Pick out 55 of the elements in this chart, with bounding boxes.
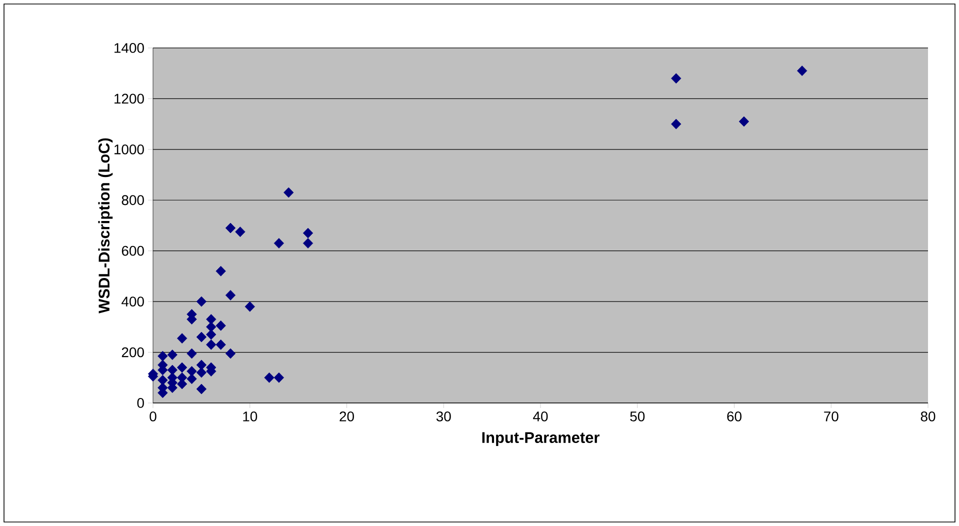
point bbox=[216, 320, 226, 331]
point bbox=[186, 366, 197, 376]
point bbox=[225, 290, 236, 300]
point bbox=[206, 322, 216, 332]
point bbox=[302, 238, 314, 248]
point bbox=[738, 116, 750, 127]
point bbox=[235, 226, 246, 238]
y-tick-label: 600 bbox=[122, 246, 144, 256]
y-tick-label: 0 bbox=[137, 398, 144, 408]
point bbox=[196, 296, 207, 307]
point bbox=[196, 367, 207, 378]
point bbox=[284, 187, 294, 198]
point bbox=[206, 329, 216, 340]
x-tick-label: 0 bbox=[150, 411, 156, 422]
y-axis-title: WSDL-Discription (LoC) bbox=[98, 138, 113, 314]
y-tick-label: 400 bbox=[122, 296, 144, 306]
point bbox=[167, 364, 178, 376]
point bbox=[225, 222, 236, 234]
y-tick-label: 200 bbox=[122, 347, 144, 358]
point bbox=[176, 333, 188, 344]
point bbox=[196, 332, 207, 342]
x-tick-label: 70 bbox=[824, 411, 838, 422]
point bbox=[196, 384, 207, 394]
x-tick-label: 10 bbox=[243, 411, 258, 422]
point bbox=[264, 372, 274, 383]
point bbox=[274, 238, 284, 248]
point bbox=[158, 350, 168, 362]
point bbox=[176, 362, 188, 373]
point bbox=[274, 372, 284, 383]
point bbox=[216, 266, 226, 276]
y-tick-label: 1000 bbox=[114, 144, 144, 154]
point bbox=[302, 228, 314, 238]
point bbox=[196, 360, 207, 370]
point bbox=[216, 339, 226, 350]
x-tick-label: 50 bbox=[630, 411, 645, 422]
point bbox=[244, 301, 255, 312]
y-tick-label: 800 bbox=[122, 195, 144, 206]
x-axis-title: Input-Parameter bbox=[482, 432, 600, 446]
point bbox=[225, 348, 236, 359]
x-tick-label: 60 bbox=[727, 411, 742, 422]
point bbox=[186, 374, 197, 384]
point bbox=[671, 118, 682, 130]
x-tick-label: 20 bbox=[340, 411, 354, 422]
point bbox=[167, 350, 178, 360]
y-tick-label: 1200 bbox=[114, 94, 144, 104]
point bbox=[671, 73, 682, 84]
point bbox=[186, 348, 197, 359]
point bbox=[206, 314, 216, 325]
x-tick-label: 30 bbox=[436, 411, 451, 422]
point bbox=[796, 66, 808, 76]
x-tick-label: 80 bbox=[920, 411, 936, 422]
point bbox=[158, 374, 168, 386]
point bbox=[206, 339, 216, 350]
y-tick-label: 1400 bbox=[114, 43, 144, 53]
x-tick-label: 40 bbox=[533, 411, 548, 422]
